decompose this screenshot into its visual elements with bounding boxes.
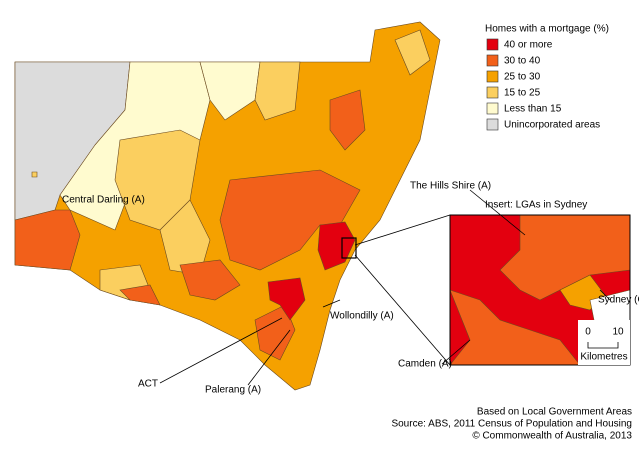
region [394,29,431,76]
legend-title: Homes with a mortgage (%) [485,24,609,35]
region [159,199,211,276]
map-label: Sydney (C) [598,295,639,306]
legend-label: Unincorporated areas [504,120,600,131]
insert-locator [341,237,357,259]
legend-label: Less than 15 [504,104,562,115]
region [31,171,38,178]
region [179,259,241,301]
scale-unit: Kilometres [580,352,627,363]
leaders [159,189,611,386]
region [219,169,361,271]
legend-swatch [486,70,499,83]
region [199,61,261,121]
source-line: Source: ABS, 2011 Census of Population a… [391,419,632,430]
map-label: Wollondilly (A) [330,311,394,322]
legend-swatch [486,86,499,99]
legend-swatch [486,118,499,131]
source-line: Based on Local Government Areas [477,407,632,418]
insert-frame [449,214,631,366]
legend-swatch [486,38,499,51]
region [254,304,296,361]
scale-tick: 10 [612,327,624,338]
map-label: Central Darling (A) [62,195,145,206]
region [14,209,81,271]
map-label: The Hills Shire (A) [410,181,491,192]
region [329,89,366,151]
legend-label: 15 to 25 [504,88,541,99]
region [449,289,581,366]
scale-tick: 0 [585,327,591,338]
scale-bar [587,342,619,349]
map-label: ACT [138,379,158,390]
source-line: © Commonwealth of Australia, 2013 [472,431,632,442]
legend: Homes with a mortgage (%) 40 or more 30 t… [485,24,609,131]
map-label: Camden (A) [398,359,452,370]
region [267,277,306,321]
legend-label: 30 to 40 [504,56,541,67]
scale-box [578,320,630,365]
region [119,284,161,306]
nsw-map [14,21,441,391]
legend-swatch [486,54,499,67]
map-label: Palerang (A) [205,385,261,396]
region [254,61,301,121]
legend-label: 25 to 30 [504,72,541,83]
insert: 0 10 Kilometres Insert: LGAs in Sydney [449,200,631,366]
insert-title: Insert: LGAs in Sydney [485,200,587,211]
legend-label: 40 or more [504,40,553,51]
legend-swatch [486,102,499,115]
